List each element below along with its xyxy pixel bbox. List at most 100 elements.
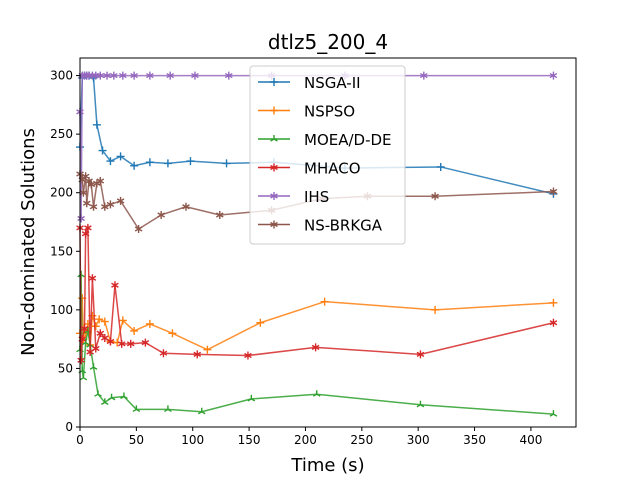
data-point-nsga-ii — [92, 120, 101, 129]
data-point-ihs — [549, 71, 558, 80]
legend-label: NSGA-II — [304, 74, 361, 92]
data-point-moea-d-de — [94, 390, 102, 397]
legend-marker — [270, 192, 278, 200]
data-point-nspso — [118, 316, 127, 325]
data-point-ihs — [77, 214, 85, 223]
data-point-nspso — [91, 322, 100, 331]
data-point-nsga-ii — [549, 189, 558, 198]
data-point-mhaco — [141, 338, 150, 347]
data-point-nsga-ii — [186, 157, 195, 166]
data-point-nspso — [130, 326, 139, 335]
legend-label: MOEA/D-DE — [304, 131, 392, 149]
data-point-mhaco — [78, 335, 87, 344]
data-point-ns-brkga — [89, 202, 98, 211]
data-point-moea-d-de — [164, 405, 172, 413]
data-point-ns-brkga — [134, 225, 143, 234]
legend-item-ihs: IHS — [258, 188, 329, 206]
data-point-ns-brkga — [82, 199, 91, 208]
x-tick-label: 200 — [294, 433, 317, 447]
data-point-ns-brkga — [215, 210, 224, 219]
legend-marker — [270, 163, 278, 172]
data-point-mhaco — [244, 351, 252, 360]
y-tick-label: 150 — [50, 244, 73, 258]
data-point-moea-d-de — [89, 363, 98, 370]
data-point-moea-d-de — [79, 373, 88, 381]
y-tick-label: 100 — [50, 303, 73, 317]
series-line-mhaco — [79, 227, 554, 361]
data-point-moea-d-de — [549, 410, 558, 417]
data-point-ihs — [96, 71, 105, 80]
y-tick-label: 200 — [50, 186, 73, 200]
x-tick-label: 50 — [129, 433, 144, 447]
data-point-ns-brkga — [87, 180, 96, 189]
data-point-mhaco — [126, 339, 135, 348]
data-point-nsga-ii — [116, 152, 125, 161]
x-tick-label: 150 — [238, 433, 261, 447]
x-tick-label: 250 — [350, 433, 373, 447]
data-point-ihs — [119, 71, 127, 80]
legend-label: MHACO — [304, 160, 361, 178]
data-point-moea-d-de — [120, 392, 128, 400]
legend-item-nsga-ii: NSGA-II — [258, 74, 361, 92]
data-point-moea-d-de — [132, 405, 141, 413]
x-axis-label: Time (s) — [290, 455, 364, 476]
data-point-nsga-ii — [436, 162, 445, 171]
data-point-ns-brkga — [96, 176, 105, 186]
data-point-mhaco — [111, 281, 119, 290]
legend: NSGA-II NSPSO MOEA/D-DE MHACO IHS NS-BRKGA — [249, 65, 406, 245]
data-point-nsga-ii — [98, 146, 107, 155]
data-point-nsga-ii — [145, 158, 154, 167]
data-point-mhaco — [77, 356, 85, 365]
data-point-mhaco — [549, 318, 558, 327]
data-point-ns-brkga — [157, 210, 165, 219]
data-point-nspso — [549, 298, 558, 307]
legend-marker — [270, 106, 278, 115]
data-point-moea-d-de — [197, 407, 206, 415]
data-point-mhaco — [159, 349, 168, 358]
legend-label: NSPSO — [304, 103, 355, 121]
data-point-moea-d-de — [247, 394, 256, 402]
data-point-ihs — [191, 71, 199, 80]
legend-item-nspso: NSPSO — [258, 103, 355, 121]
data-point-mhaco — [81, 229, 90, 238]
data-point-nspso — [168, 329, 177, 338]
series-moea-d-de — [76, 270, 558, 417]
series-mhaco — [76, 223, 558, 365]
data-point-mhaco — [416, 350, 425, 359]
legend-marker — [270, 78, 278, 86]
data-point-mhaco — [96, 329, 105, 338]
data-point-nsga-ii — [222, 159, 231, 168]
data-point-nsga-ii — [106, 157, 115, 166]
data-point-ihs — [130, 71, 138, 80]
data-point-ihs — [420, 71, 428, 80]
y-axis-label: Non-dominated Solutions — [18, 128, 39, 356]
legend-label: NS-BRKGA — [304, 217, 383, 235]
y-tick-label: 250 — [50, 127, 73, 141]
legend-marker — [270, 135, 278, 142]
data-point-moea-d-de — [312, 390, 321, 397]
data-point-nsga-ii — [130, 161, 139, 170]
plot-frame — [79, 57, 577, 428]
data-point-ns-brkga — [79, 188, 88, 197]
y-tick-label: 0 — [65, 420, 73, 434]
legend-label: IHS — [304, 188, 329, 206]
data-point-ns-brkga — [106, 200, 115, 209]
data-point-mhaco — [193, 350, 202, 359]
chart-title: dtlz5_200_4 — [268, 30, 388, 54]
data-point-ihs — [224, 71, 233, 80]
data-point-moea-d-de — [107, 393, 116, 401]
data-point-nspso — [95, 315, 104, 324]
data-point-mhaco — [88, 274, 97, 283]
x-tick-label: 300 — [407, 433, 430, 447]
x-tick-label: 350 — [463, 433, 486, 447]
x-tick-label: 100 — [181, 433, 204, 447]
data-point-ns-brkga — [81, 172, 90, 181]
data-point-mhaco — [80, 324, 89, 333]
data-point-ns-brkga — [182, 202, 190, 211]
y-tick-label: 50 — [58, 361, 73, 375]
data-point-mhaco — [86, 348, 94, 357]
legend-item-moea-d-de: MOEA/D-DE — [258, 131, 392, 149]
y-ticks: 0 50 100 150 200 250 300 — [50, 69, 80, 434]
data-point-nspso — [431, 305, 440, 314]
